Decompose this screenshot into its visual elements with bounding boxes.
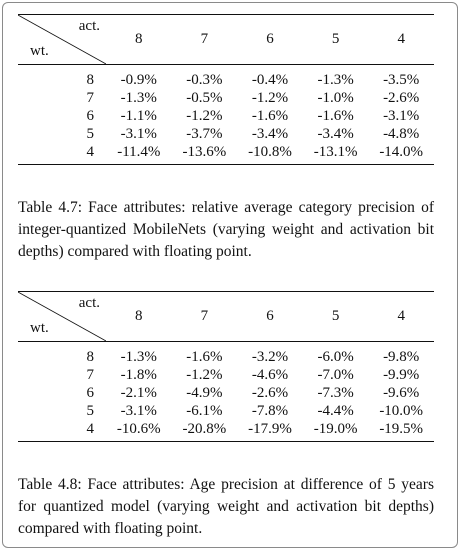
table-cell: -4.9% bbox=[186, 385, 223, 401]
table-row: 8 -0.9% -0.3% -0.4% -1.3% -3.5% bbox=[18, 65, 434, 90]
table-cell: -10.6% bbox=[106, 420, 172, 442]
column-header: 4 bbox=[368, 14, 434, 65]
column-header: 6 bbox=[237, 291, 303, 342]
table-cell: -1.0% bbox=[317, 90, 354, 106]
table-cell: -0.3% bbox=[186, 72, 223, 88]
column-header: 8 bbox=[106, 14, 172, 65]
table-row: 8 -1.3% -1.6% -3.2% -6.0% -9.8% bbox=[18, 342, 434, 367]
row-label: 6 bbox=[86, 108, 95, 124]
results-table: act. wt. 8 7 6 5 4 8 -1.3% -1.6% -3.2% -… bbox=[18, 291, 434, 442]
row-label: 7 bbox=[86, 90, 95, 106]
table-cell: -0.4% bbox=[251, 72, 289, 88]
table-cell: -1.3% bbox=[120, 90, 157, 106]
column-header: 6 bbox=[237, 14, 303, 65]
table-cell: -1.2% bbox=[186, 108, 223, 124]
table-cell: -7.8% bbox=[251, 403, 289, 419]
row-label: 8 bbox=[86, 349, 95, 365]
table-cell: -3.1% bbox=[120, 403, 157, 419]
table-row: 5 -3.1% -3.7% -3.4% -3.4% -4.8% bbox=[18, 125, 434, 143]
table-row: 5 -3.1% -6.1% -7.8% -4.4% -10.0% bbox=[18, 402, 434, 420]
table-cell: -2.6% bbox=[251, 385, 289, 401]
table-cell: -3.7% bbox=[186, 126, 223, 142]
row-label: 6 bbox=[86, 385, 95, 401]
table-cell: -3.4% bbox=[317, 126, 354, 142]
table-cell: -13.6% bbox=[171, 143, 238, 165]
column-header: 8 bbox=[106, 291, 172, 342]
corner-wt-label: wt. bbox=[30, 43, 49, 59]
table-cell: -17.9% bbox=[237, 420, 303, 442]
table-cell: -9.8% bbox=[383, 349, 420, 365]
row-label: 7 bbox=[86, 367, 95, 383]
row-label: 8 bbox=[86, 72, 95, 88]
table-cell: -0.5% bbox=[186, 90, 223, 106]
table-row: 7 -1.3% -0.5% -1.2% -1.0% -2.6% bbox=[18, 89, 434, 107]
table-cell: -10.8% bbox=[237, 143, 303, 165]
results-table: act. wt. 8 7 6 5 4 8 -0.9% -0.3% -0.4% -… bbox=[18, 14, 434, 165]
table-cell: -2.6% bbox=[383, 90, 420, 106]
table-cell: -1.2% bbox=[186, 367, 223, 383]
table-cell: -6.1% bbox=[186, 403, 223, 419]
table-cell: -14.0% bbox=[368, 143, 434, 165]
table-row: 6 -2.1% -4.9% -2.6% -7.3% -9.6% bbox=[18, 384, 434, 402]
table-cell: -1.1% bbox=[120, 108, 157, 124]
column-header: 4 bbox=[368, 291, 434, 342]
table-caption: Table 4.7: Face attributes: relative ave… bbox=[18, 199, 434, 260]
table-cell: -1.8% bbox=[120, 367, 157, 383]
table-cell: -1.6% bbox=[317, 108, 354, 124]
column-header: 7 bbox=[171, 291, 238, 342]
table-cell: -6.0% bbox=[317, 349, 354, 365]
table-cell: -1.2% bbox=[251, 90, 289, 106]
column-header: 5 bbox=[302, 14, 369, 65]
row-label: 4 bbox=[18, 143, 106, 165]
table-cell: -9.6% bbox=[383, 385, 420, 401]
corner-cell: act. wt. bbox=[18, 291, 106, 342]
table-caption: Table 4.8: Face attributes: Age precisio… bbox=[18, 476, 434, 537]
table-cell: -11.4% bbox=[106, 143, 172, 165]
corner-act-label: act. bbox=[78, 18, 100, 34]
table-cell: -4.8% bbox=[383, 126, 420, 142]
table-cell: -13.1% bbox=[302, 143, 369, 165]
table-cell: -19.5% bbox=[368, 420, 434, 442]
table-block: act. wt. 8 7 6 5 4 8 -0.9% -0.3% -0.4% -… bbox=[18, 14, 434, 263]
diagonal-rule bbox=[18, 15, 106, 64]
corner-cell: act. wt. bbox=[18, 14, 106, 65]
table-cell: -3.4% bbox=[251, 126, 289, 142]
column-header: 5 bbox=[302, 291, 369, 342]
column-header: 7 bbox=[171, 14, 238, 65]
table-cell: -3.1% bbox=[120, 126, 157, 142]
table-cell: -19.0% bbox=[302, 420, 369, 442]
header-row: act. wt. 8 7 6 5 4 bbox=[18, 291, 434, 342]
table-cell: -1.6% bbox=[251, 108, 289, 124]
page-frame bbox=[2, 2, 458, 548]
table-cell: -4.4% bbox=[317, 403, 354, 419]
table-cell: -3.1% bbox=[383, 108, 420, 124]
table-row: 7 -1.8% -1.2% -4.6% -7.0% -9.9% bbox=[18, 366, 434, 384]
table-cell: -0.9% bbox=[120, 72, 157, 88]
table-cell: -1.3% bbox=[120, 349, 157, 365]
corner-wt-label: wt. bbox=[30, 320, 49, 336]
table-cell: -4.6% bbox=[251, 367, 289, 383]
table-cell: -1.6% bbox=[186, 349, 223, 365]
corner-act-label: act. bbox=[78, 295, 100, 311]
table-cell: -7.3% bbox=[317, 385, 354, 401]
table-row: 4 -11.4% -13.6% -10.8% -13.1% -14.0% bbox=[18, 143, 434, 165]
table-row: 4 -10.6% -20.8% -17.9% -19.0% -19.5% bbox=[18, 420, 434, 442]
diagonal-rule bbox=[18, 292, 106, 341]
row-label: 4 bbox=[18, 420, 106, 442]
table-cell: -2.1% bbox=[120, 385, 157, 401]
table-cell: -1.3% bbox=[317, 72, 354, 88]
header-row: act. wt. 8 7 6 5 4 bbox=[18, 14, 434, 65]
table-row: 6 -1.1% -1.2% -1.6% -1.6% -3.1% bbox=[18, 107, 434, 125]
table-cell: -3.2% bbox=[251, 349, 289, 365]
row-label: 5 bbox=[86, 403, 95, 419]
table-cell: -20.8% bbox=[171, 420, 238, 442]
table-cell: -9.9% bbox=[383, 367, 420, 383]
table-cell: -7.0% bbox=[317, 367, 354, 383]
row-label: 5 bbox=[86, 126, 95, 142]
table-block: act. wt. 8 7 6 5 4 8 -1.3% -1.6% -3.2% -… bbox=[18, 291, 434, 540]
table-cell: -10.0% bbox=[379, 403, 424, 419]
table-cell: -3.5% bbox=[383, 72, 420, 88]
